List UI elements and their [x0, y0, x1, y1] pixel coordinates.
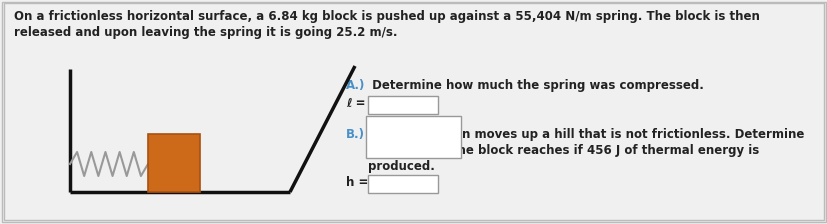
- Text: B.): B.): [0, 223, 1, 224]
- Text: ℓ =: ℓ =: [0, 223, 1, 224]
- Text: B.): B.): [346, 128, 365, 141]
- Text: released and upon leaving the spring it is going 25.2 m/s.: released and upon leaving the spring it …: [14, 26, 397, 39]
- Text: released and upon leaving the spring it is going 25.2 m/s.: released and upon leaving the spring it …: [0, 223, 1, 224]
- Text: Determine how much the spring was compressed.: Determine how much the spring was compre…: [367, 79, 703, 92]
- Text: what height the block reaches if 456 J of thermal energy is: what height the block reaches if 456 J o…: [0, 223, 1, 224]
- Text: On a frictionless horizontal surface, a 6.84 kg block is pushed up against a 55,: On a frictionless horizontal surface, a …: [0, 223, 1, 224]
- Text: what height the block reaches if 456 J of thermal energy is: what height the block reaches if 456 J o…: [367, 144, 758, 157]
- Bar: [367, 175, 437, 193]
- Text: produced.: produced.: [367, 160, 434, 173]
- Text: h =: h =: [346, 176, 368, 189]
- Bar: [367, 96, 437, 114]
- Text: produced.: produced.: [0, 223, 1, 224]
- Text: Determine how much the spring was compressed.: Determine how much the spring was compre…: [0, 223, 1, 224]
- Text: The block then moves up a hill that is not frictionless. Determine: The block then moves up a hill that is n…: [0, 223, 1, 224]
- Text: A.): A.): [346, 79, 365, 92]
- Text: On a frictionless horizontal surface, a 6.84 kg block is pushed up against a 55,: On a frictionless horizontal surface, a …: [14, 10, 759, 23]
- Bar: [148, 134, 200, 192]
- Text: A.): A.): [0, 223, 1, 224]
- Text: The block then moves up a hill that is not frictionless. Determine: The block then moves up a hill that is n…: [367, 128, 803, 141]
- Text: ℓ =: ℓ =: [346, 97, 365, 110]
